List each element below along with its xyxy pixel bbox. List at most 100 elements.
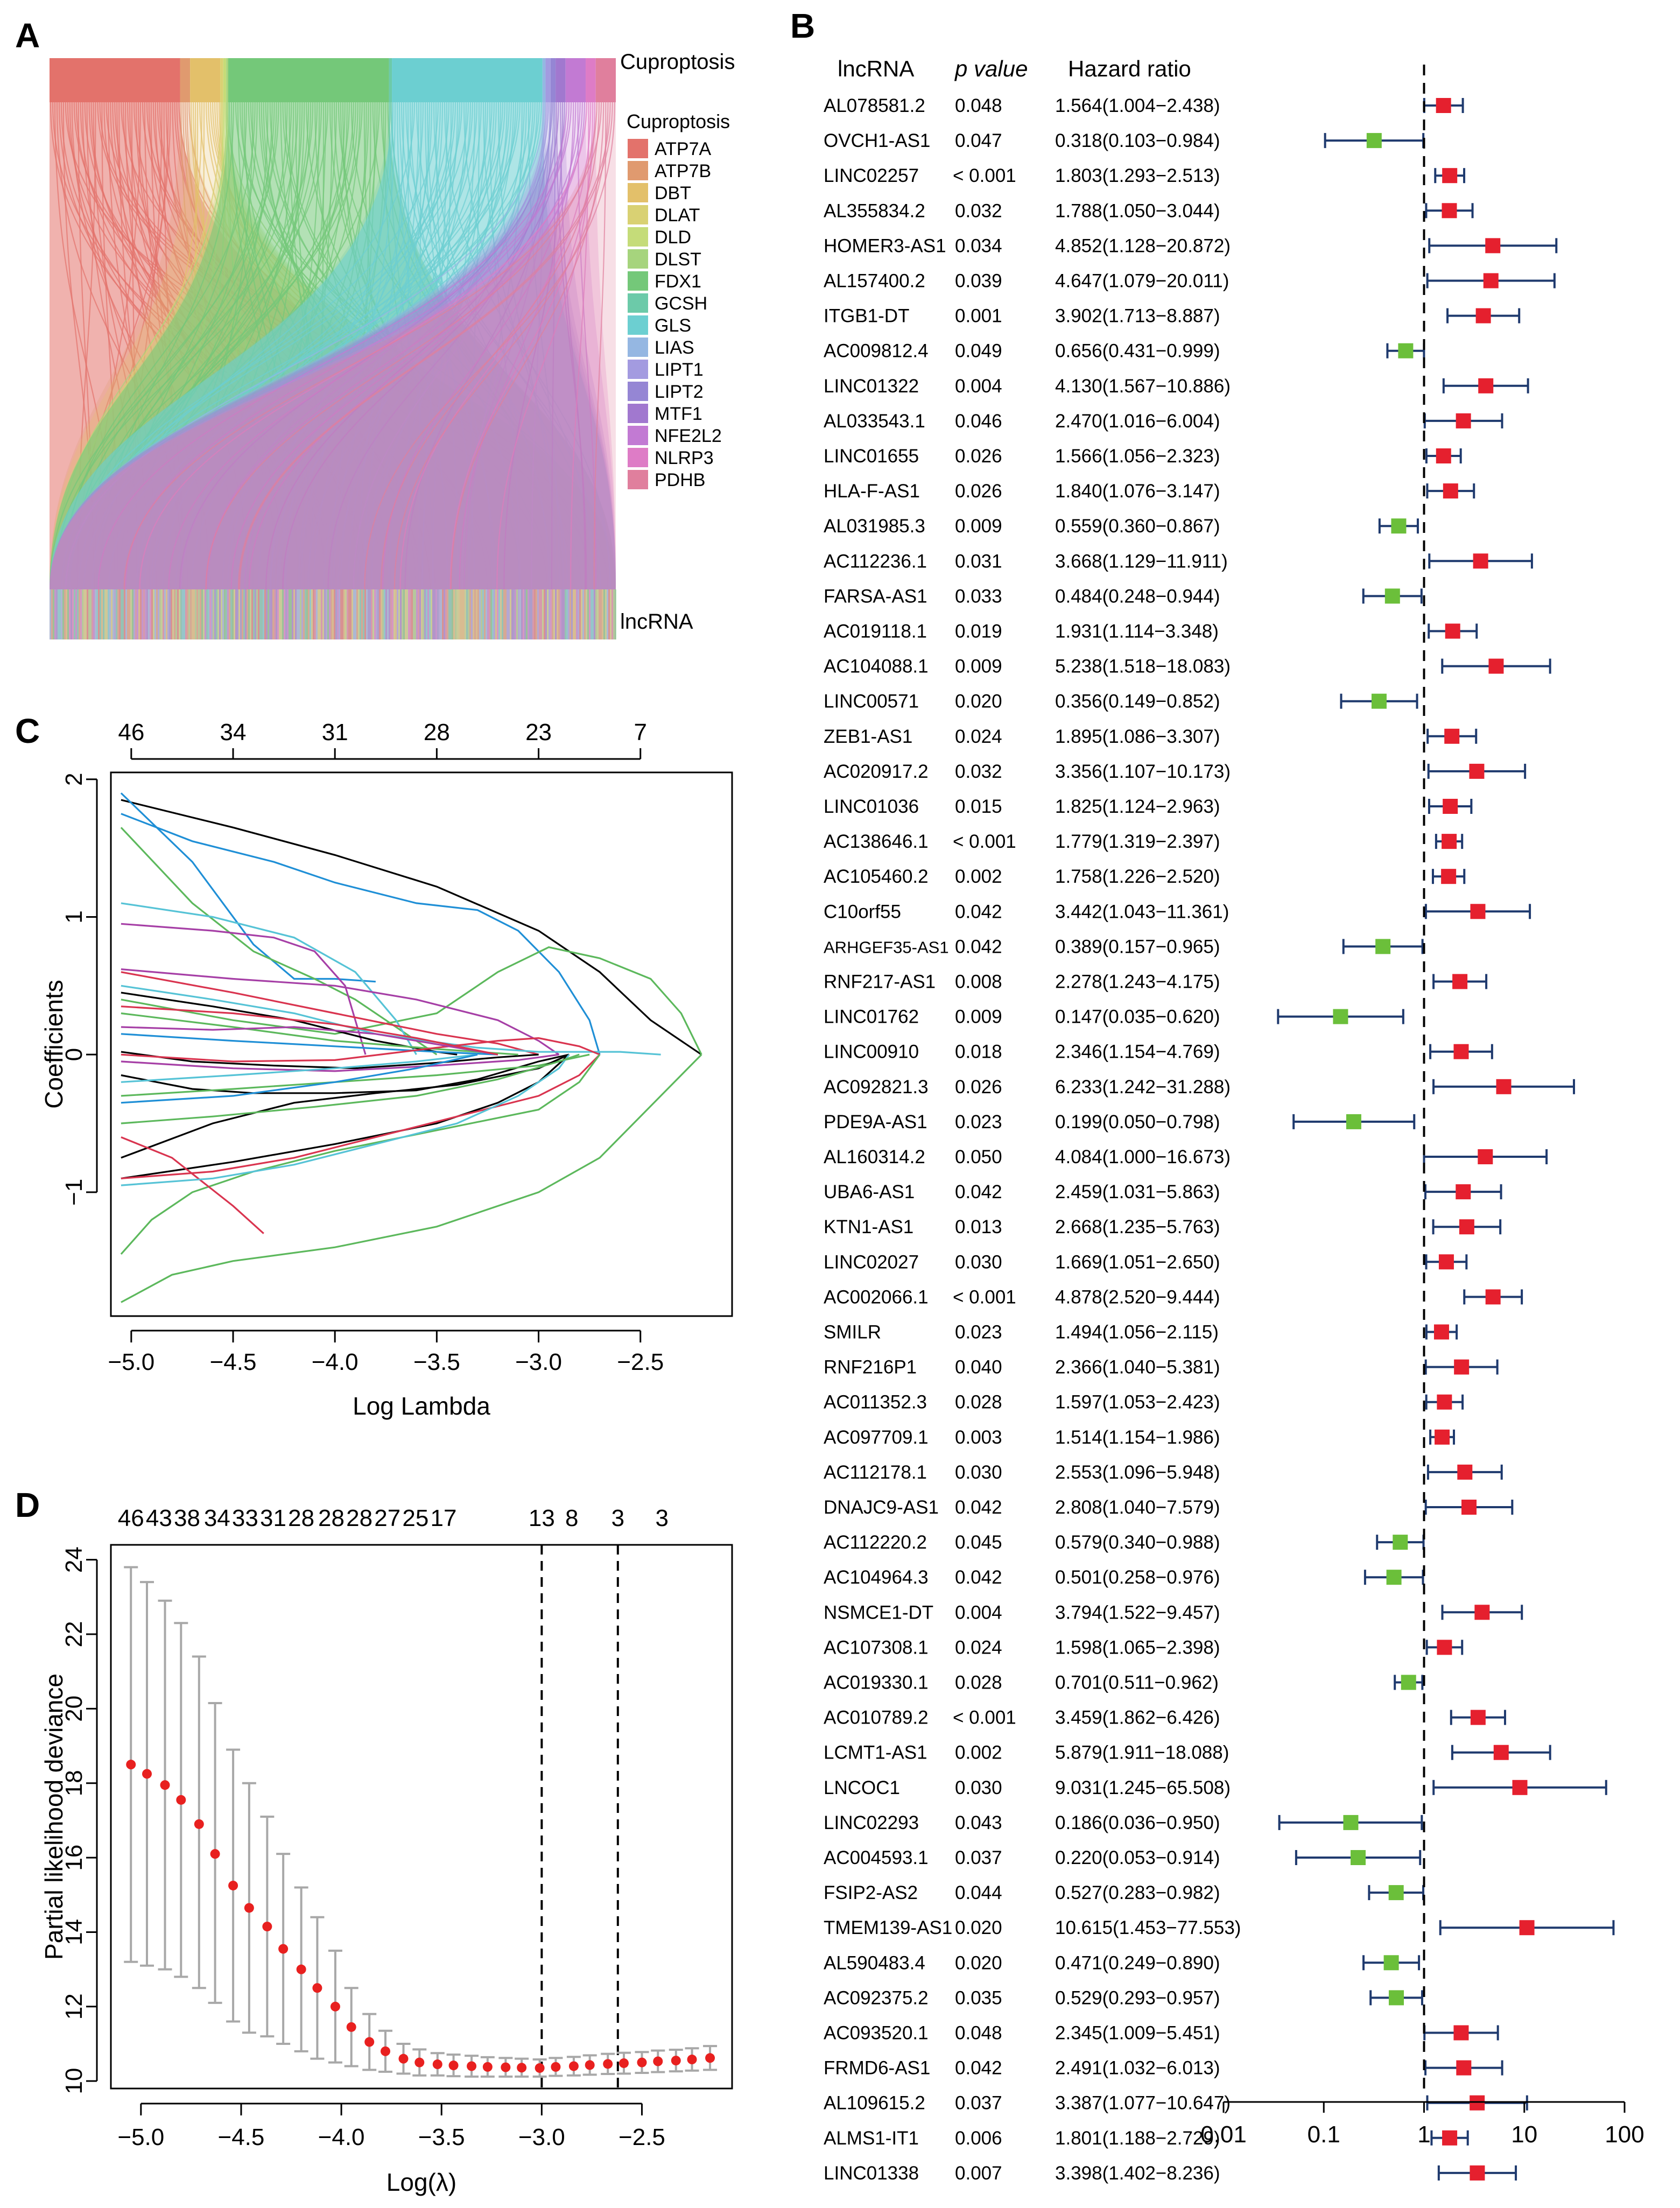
sankey-lncrna-stripe: [337, 589, 339, 639]
sankey-lncrna-stripe: [361, 589, 363, 639]
row-p-value: 0.018: [955, 1042, 1002, 1063]
row-name: AC004593.1: [824, 1847, 929, 1868]
row-name: FRMD6-AS1: [824, 2058, 930, 2079]
sankey-lncrna-stripe: [519, 589, 521, 639]
row-hr-text: 2.668(1.235−5.763): [1055, 1216, 1220, 1237]
hr-marker: [1401, 1675, 1416, 1690]
row-name: AC011352.3: [824, 1392, 927, 1413]
sankey-lncrna-stripe: [59, 589, 61, 639]
row-p-value: 0.009: [955, 516, 1002, 537]
coefficient-path: [121, 1037, 600, 1063]
sankey-lncrna-stripe: [573, 589, 574, 639]
row-name: C10orf55: [824, 901, 901, 922]
row-p-value: 0.004: [955, 1602, 1002, 1623]
row-name: NSMCE1-DT: [824, 1602, 933, 1623]
sankey-lncrna-stripe: [238, 589, 240, 639]
sankey-lncrna-stripe: [534, 589, 536, 639]
row-hr-text: 10.615(1.453−77.553): [1055, 1917, 1241, 1938]
sankey-lncrna-stripe: [185, 589, 187, 639]
row-p-value: 0.020: [955, 1952, 1002, 1973]
sankey-lncrna-stripe: [581, 589, 582, 639]
deviance-point: [448, 2061, 459, 2071]
sankey-lncrna-stripe: [132, 589, 133, 639]
ylabel-c: Coefficients: [40, 980, 68, 1109]
row-hr-text: 3.356(1.107−10.173): [1055, 761, 1231, 782]
sankey-strand: [551, 102, 556, 590]
sankey-lncrna-stripe: [487, 589, 489, 639]
sankey-lncrna-stripe: [595, 589, 597, 639]
sankey-lncrna-stripe: [301, 589, 303, 639]
sankey-lncrna-stripe: [256, 589, 258, 639]
deviance-point: [432, 2059, 442, 2070]
sankey-lncrna-stripe: [56, 589, 58, 639]
sankey-strand: [136, 102, 450, 590]
sankey-lncrna-stripe: [310, 589, 311, 639]
sankey-lncrna-stripe: [411, 589, 413, 639]
sankey-lncrna-stripe: [300, 589, 301, 639]
sankey-lncrna-stripe: [427, 589, 429, 639]
row-hr-text: 3.668(1.129−11.911): [1055, 551, 1228, 572]
row-p-value: 0.024: [955, 726, 1002, 747]
top-tick-label-d: 31: [260, 1505, 286, 1531]
deviance-point: [364, 2037, 375, 2047]
hr-marker: [1461, 1500, 1477, 1515]
row-hr-text: 3.387(1.077−10.647): [1055, 2093, 1231, 2114]
sankey-node-dlat: [220, 58, 223, 102]
x-tick-label-c: −2.5: [617, 1349, 664, 1375]
legend-title: Cuproptosis: [627, 110, 730, 132]
row-hr-text: 2.345(1.009−5.451): [1055, 2023, 1220, 2044]
row-name: AL157400.2: [824, 271, 925, 292]
sankey-node-mtf1: [556, 58, 566, 102]
sankey-lncrna-stripe: [479, 589, 481, 639]
row-hr-text: 1.566(1.056−2.323): [1055, 446, 1220, 467]
sankey-strand: [409, 102, 520, 590]
sankey-lncrna-stripe: [507, 589, 508, 639]
top-tick-label-d: 28: [318, 1505, 345, 1531]
sankey-lncrna-stripe: [205, 589, 206, 639]
sankey-lncrna-stripe: [532, 589, 534, 639]
sankey-lncrna-stripe: [82, 589, 83, 639]
row-name: LINC01036: [824, 796, 919, 817]
row-name: AC093520.1: [824, 2023, 929, 2044]
y-tick-label-d: 18: [61, 1770, 87, 1796]
sankey-lncrna-stripe: [245, 589, 247, 639]
sankey-lncrna-stripe: [92, 589, 93, 639]
hr-marker: [1485, 1289, 1501, 1305]
top-tick-label-d: 27: [374, 1505, 400, 1531]
sankey-lncrna-stripe: [272, 589, 274, 639]
row-name: HOMER3-AS1: [824, 235, 946, 256]
sankey-strand: [433, 102, 550, 590]
sankey-lncrna-stripe: [303, 589, 305, 639]
hr-marker: [1485, 238, 1501, 254]
sankey-strand: [435, 102, 459, 590]
row-hr-text: 6.233(1.242−31.288): [1055, 1077, 1231, 1098]
sankey-lncrna-stripe: [174, 589, 175, 639]
ylabel-d: Partial likelihood deviance: [40, 1673, 68, 1960]
sankey-strand: [92, 102, 416, 590]
sankey-strand: [222, 102, 482, 590]
deviance-point: [585, 2060, 595, 2070]
sankey-lncrna-stripe: [374, 589, 376, 639]
sankey-lncrna-stripe: [193, 589, 195, 639]
row-p-value: 0.048: [955, 95, 1002, 116]
row-hr-text: 2.553(1.096−5.948): [1055, 1462, 1220, 1483]
sankey-lncrna-stripe: [455, 589, 456, 639]
row-p-value: 0.015: [955, 796, 1002, 817]
hr-marker: [1496, 1079, 1512, 1094]
header-hazard-ratio: Hazard ratio: [1068, 56, 1191, 81]
sankey-lncrna-stripe: [489, 589, 490, 639]
sankey-lncrna-stripe: [345, 589, 347, 639]
sankey-lncrna-stripe: [201, 589, 203, 639]
sankey-lncrna-stripe: [85, 589, 87, 639]
row-name: ZEB1-AS1: [824, 726, 912, 747]
row-hr-text: 0.579(0.340−0.988): [1055, 1532, 1220, 1553]
y-tick-label-d: 16: [61, 1845, 87, 1871]
hr-marker: [1483, 273, 1499, 289]
sankey-lncrna-stripe: [253, 589, 255, 639]
hr-marker: [1519, 1920, 1535, 1936]
legend-label-fdx1: FDX1: [655, 271, 701, 292]
sankey-lncrna-stripe: [321, 589, 322, 639]
sankey-lncrna-stripe: [96, 589, 98, 639]
sankey-lncrna-stripe: [318, 589, 319, 639]
x-tick-label-c: −4.0: [312, 1349, 359, 1375]
